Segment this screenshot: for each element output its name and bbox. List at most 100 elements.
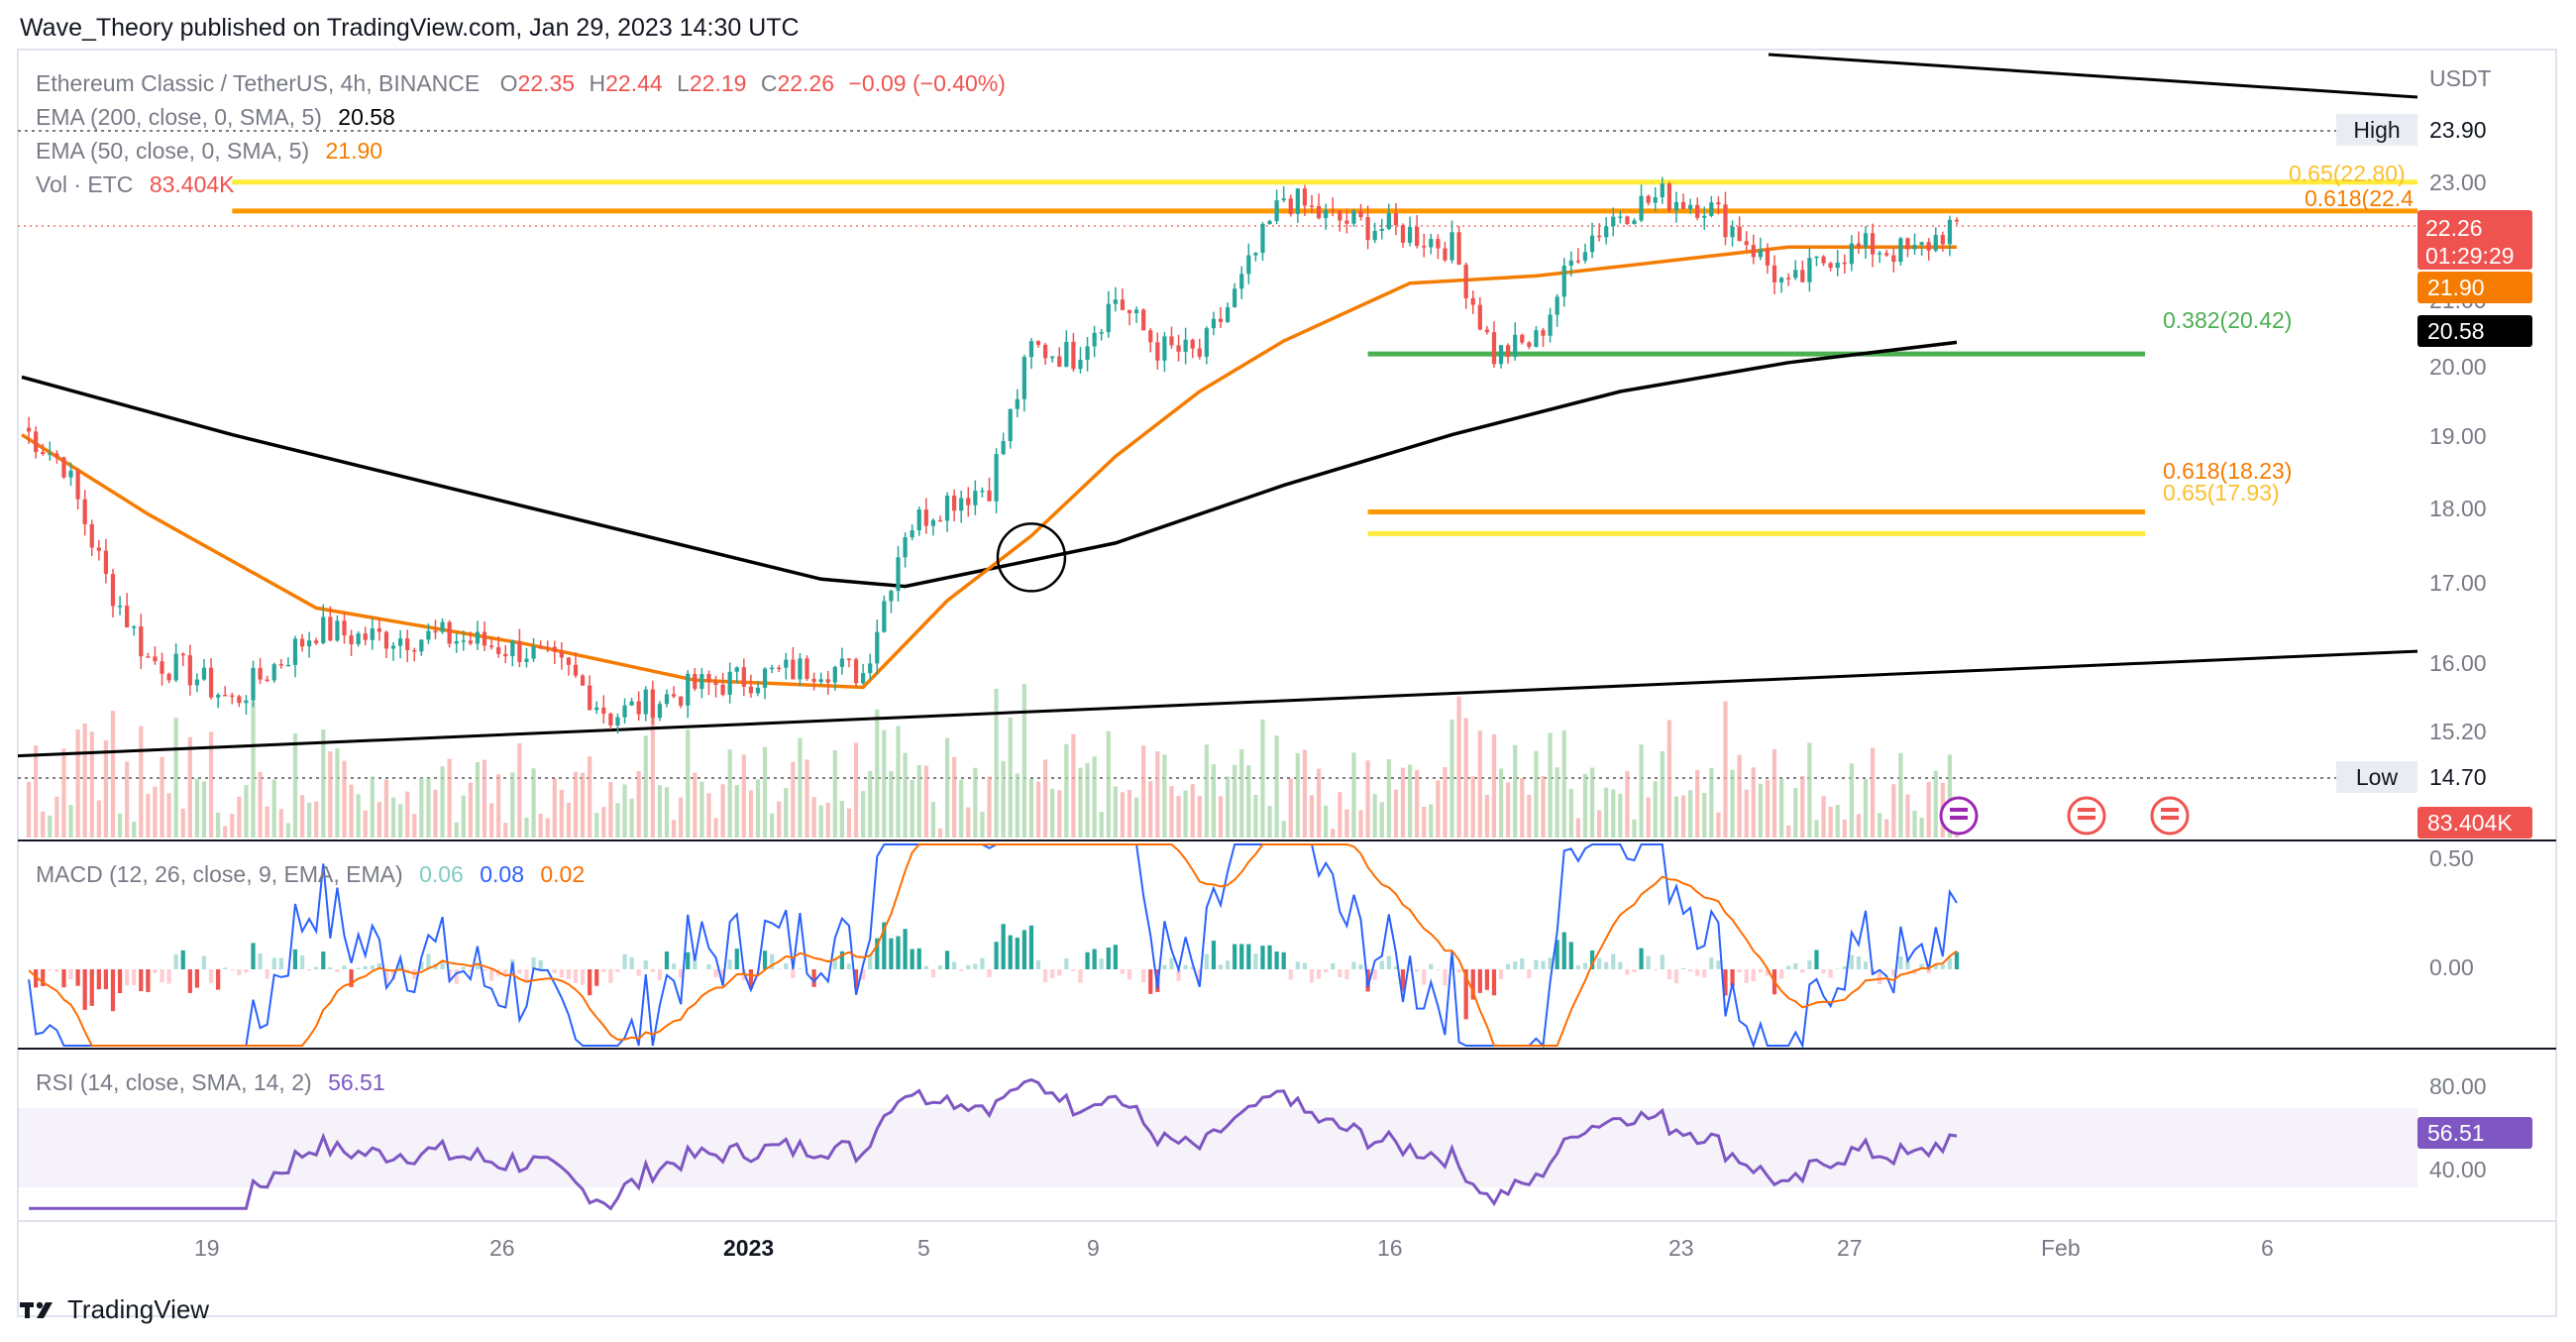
volume-bar bbox=[1491, 733, 1497, 838]
macd-hist-bar bbox=[671, 963, 677, 969]
tradingview-logo[interactable]: TradingView bbox=[20, 1294, 209, 1325]
macd-hist-bar bbox=[488, 969, 494, 981]
macd-hist-bar bbox=[244, 969, 249, 973]
candle-body bbox=[1477, 304, 1482, 330]
candle-body bbox=[1680, 201, 1686, 210]
event-markers[interactable] bbox=[1939, 796, 2190, 836]
volume-bar bbox=[1127, 789, 1132, 838]
event-us-flag-icon-stripe bbox=[2161, 816, 2179, 820]
volume-bar bbox=[811, 797, 816, 838]
macd-hist-bar bbox=[292, 949, 298, 969]
macd-hist-bar bbox=[1653, 969, 1658, 970]
macd-hist-bar bbox=[994, 942, 999, 969]
symbol-title[interactable]: Ethereum Classic / TetherUS, 4h, BINANCE bbox=[36, 70, 481, 96]
candle-body bbox=[531, 645, 536, 659]
candle-body bbox=[818, 679, 823, 683]
macd-hist-bar bbox=[1436, 969, 1441, 970]
volume-bar bbox=[41, 811, 46, 838]
volume-bar bbox=[349, 784, 354, 838]
volume-bar bbox=[1267, 806, 1272, 838]
candle-body bbox=[1568, 260, 1573, 266]
volume-bar bbox=[1449, 720, 1454, 838]
candle-body bbox=[187, 655, 192, 686]
candle-body bbox=[552, 646, 557, 652]
volume-bar bbox=[937, 828, 943, 838]
candle-body bbox=[1863, 233, 1869, 247]
candle-body bbox=[1267, 221, 1272, 224]
candle-body bbox=[1527, 342, 1532, 347]
volume-bar bbox=[601, 807, 606, 838]
macd-hist-bar bbox=[1246, 944, 1251, 969]
macd-hist-bar bbox=[216, 969, 221, 990]
macd-hist-bar bbox=[1344, 969, 1349, 980]
macd-hist-bar bbox=[1695, 969, 1700, 976]
volume-bar bbox=[1506, 782, 1511, 838]
volume-bar bbox=[1183, 790, 1188, 838]
volume-bar bbox=[1078, 767, 1083, 838]
candle-body bbox=[566, 657, 572, 665]
macd-legend[interactable]: MACD (12, 26, close, 9, EMA, EMA) 0.06 0… bbox=[36, 858, 585, 891]
legend-volume-row[interactable]: Vol · ETC 83.404K bbox=[36, 168, 235, 201]
volume-bar bbox=[160, 756, 164, 838]
candle-body bbox=[1176, 345, 1181, 352]
candle-body bbox=[1604, 226, 1609, 238]
candle-body bbox=[1730, 226, 1735, 238]
volume-bar bbox=[468, 782, 473, 838]
macd-hist-bar bbox=[1218, 964, 1224, 969]
volume-bar bbox=[1169, 786, 1174, 838]
legend-ema200-row[interactable]: EMA (200, close, 0, SMA, 5) 20.58 bbox=[36, 101, 395, 134]
volume-bar bbox=[699, 781, 704, 838]
macd-label: MACD (12, 26, close, 9, EMA, EMA) bbox=[36, 861, 403, 887]
macd-hist-bar bbox=[1113, 945, 1118, 969]
candle-body bbox=[488, 645, 494, 648]
candle-body bbox=[1092, 332, 1097, 347]
volume-bar bbox=[1884, 819, 1889, 838]
low-marker-value: 14.70 bbox=[2429, 764, 2487, 790]
macd-hist-bar bbox=[686, 951, 691, 969]
candle-body bbox=[314, 640, 319, 644]
candle-body bbox=[748, 686, 754, 694]
volume-bar bbox=[1702, 792, 1707, 838]
candle-body bbox=[944, 496, 950, 521]
macd-hist-bar bbox=[1358, 963, 1363, 969]
candle-body bbox=[1015, 398, 1020, 409]
macd-hist-bar bbox=[1309, 969, 1315, 983]
price-tick: 19.00 bbox=[2429, 423, 2487, 449]
low-label: L bbox=[677, 70, 690, 96]
volume-bar bbox=[75, 728, 80, 838]
candle-body bbox=[1870, 233, 1876, 255]
macd-hist-bar bbox=[839, 951, 845, 969]
macd-hist-bar bbox=[1422, 969, 1427, 985]
macd-hist-bar bbox=[1064, 957, 1069, 969]
rsi-legend[interactable]: RSI (14, close, SMA, 14, 2) 56.51 bbox=[36, 1066, 385, 1099]
candle-body bbox=[1771, 265, 1777, 282]
candle-body bbox=[103, 550, 109, 575]
candle-body bbox=[383, 631, 389, 649]
volume-bar bbox=[882, 729, 887, 838]
candle-body bbox=[741, 667, 746, 687]
candle-body bbox=[777, 667, 782, 670]
volume-bar bbox=[258, 771, 263, 838]
volume-bar bbox=[376, 802, 381, 838]
candle-body bbox=[1358, 210, 1363, 217]
volume-bar bbox=[461, 795, 466, 838]
volume-bar bbox=[1611, 789, 1616, 838]
volume-bar bbox=[356, 794, 361, 838]
candle-body bbox=[1625, 216, 1630, 224]
candle-body bbox=[278, 664, 283, 666]
candle-body bbox=[1828, 263, 1833, 269]
candle-body bbox=[1309, 205, 1315, 207]
macd-signal-line bbox=[28, 843, 1958, 1047]
volume-bar bbox=[1400, 767, 1406, 838]
macd-hist-bar bbox=[1183, 964, 1188, 969]
macd-hist-bar bbox=[1148, 969, 1153, 994]
time-tick: Feb bbox=[2041, 1235, 2081, 1261]
macd-hist-bar bbox=[657, 969, 663, 981]
macd-hist-bar bbox=[1639, 948, 1644, 969]
legend-ema50-row[interactable]: EMA (50, close, 0, SMA, 5) 21.90 bbox=[36, 135, 382, 168]
volume-bar bbox=[573, 771, 579, 838]
macd-hist-bar bbox=[846, 963, 852, 969]
candle-body bbox=[1120, 299, 1126, 310]
candle-body bbox=[412, 649, 417, 652]
